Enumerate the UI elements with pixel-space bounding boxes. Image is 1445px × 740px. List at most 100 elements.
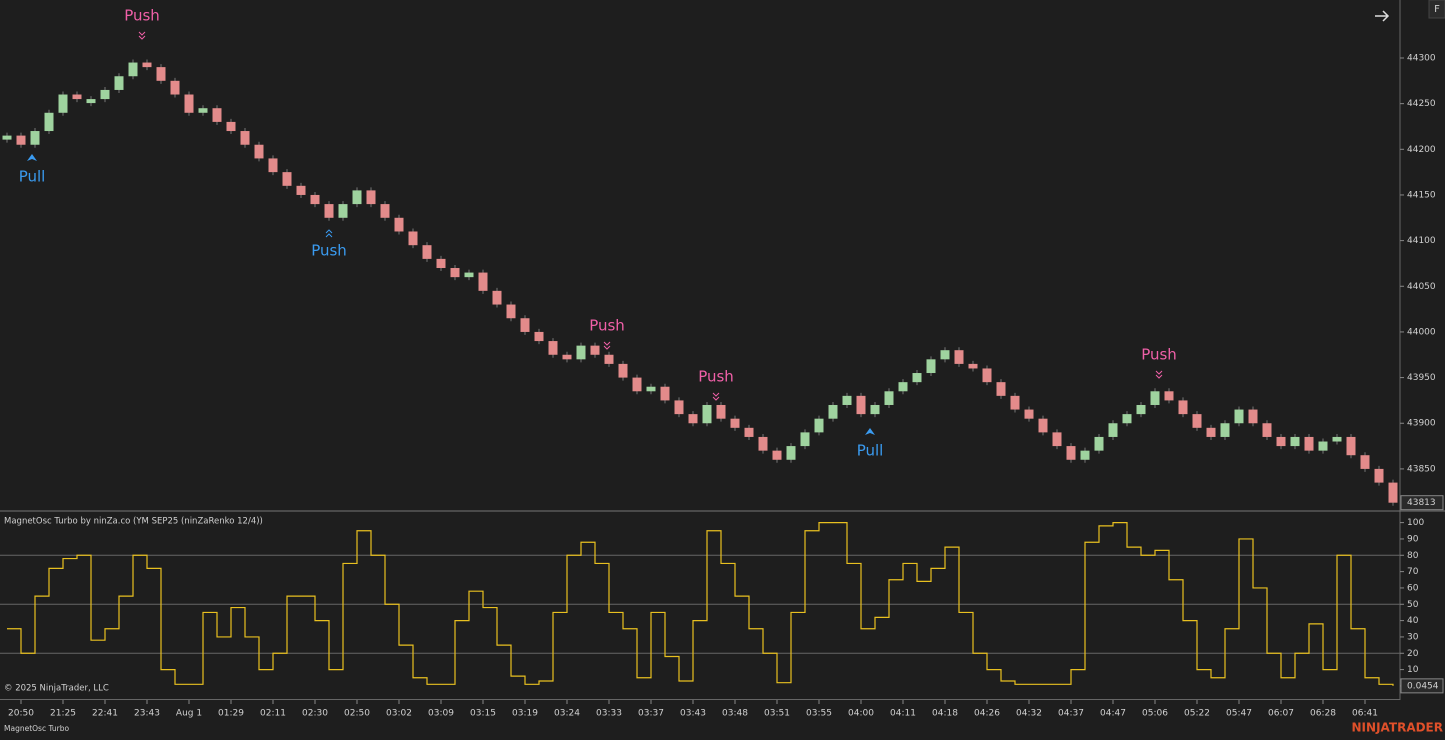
brick bbox=[632, 377, 642, 392]
brick bbox=[758, 436, 768, 451]
brick bbox=[1066, 446, 1076, 460]
annotation-arrow bbox=[865, 428, 875, 435]
brick bbox=[716, 404, 726, 419]
y-tick-label: 90 bbox=[1407, 534, 1419, 544]
brick bbox=[114, 76, 124, 90]
y-tick-label: 10 bbox=[1407, 665, 1419, 675]
copyright: © 2025 NinjaTrader, LLC bbox=[4, 684, 109, 694]
brick bbox=[1136, 404, 1146, 415]
x-tick-label: 04:47 bbox=[1100, 709, 1126, 719]
x-tick-label: 03:55 bbox=[806, 709, 832, 719]
x-tick-label: 06:28 bbox=[1310, 709, 1336, 719]
y-tick-label: 44200 bbox=[1407, 145, 1436, 155]
brick bbox=[870, 404, 880, 415]
x-tick-label: 04:26 bbox=[974, 709, 1000, 719]
y-tick-label: 44150 bbox=[1407, 190, 1436, 200]
brick bbox=[1164, 391, 1174, 401]
brick bbox=[1192, 414, 1202, 428]
brick bbox=[1024, 409, 1034, 419]
brick bbox=[380, 204, 390, 218]
brick bbox=[618, 363, 628, 378]
brick bbox=[16, 135, 26, 145]
y-tick-label: 20 bbox=[1407, 649, 1419, 659]
x-tick-label: 20:50 bbox=[8, 709, 34, 719]
brick bbox=[1332, 436, 1342, 442]
x-tick-label: 23:43 bbox=[134, 709, 160, 719]
arrow-icon[interactable] bbox=[1375, 10, 1390, 22]
brick bbox=[674, 400, 684, 415]
x-tick-label: 03:37 bbox=[638, 709, 664, 719]
x-tick-label: 03:09 bbox=[428, 709, 454, 719]
y-tick-label: 43900 bbox=[1407, 419, 1436, 429]
annotation: Pull bbox=[19, 168, 46, 186]
brick bbox=[310, 194, 320, 205]
x-tick-label: 02:11 bbox=[260, 709, 286, 719]
brick bbox=[1178, 400, 1188, 415]
brick bbox=[1094, 436, 1104, 451]
brick bbox=[450, 268, 460, 278]
y-tick-label: 80 bbox=[1407, 551, 1419, 561]
brick bbox=[940, 350, 950, 360]
brick bbox=[30, 131, 40, 145]
brick bbox=[184, 94, 194, 113]
brick bbox=[898, 382, 908, 392]
brick bbox=[548, 341, 558, 355]
corner-button[interactable] bbox=[1428, 0, 1445, 19]
x-tick-label: 04:32 bbox=[1016, 709, 1042, 719]
brick bbox=[464, 272, 474, 278]
brick bbox=[884, 391, 894, 405]
brick bbox=[1318, 441, 1328, 451]
y-tick-label: 43850 bbox=[1407, 464, 1436, 474]
annotation: Push bbox=[1141, 346, 1177, 364]
annotation-arrow bbox=[712, 392, 720, 401]
annotation-arrow bbox=[603, 341, 611, 350]
brick bbox=[268, 158, 278, 173]
brick bbox=[1220, 423, 1230, 437]
x-tick-label: 03:02 bbox=[386, 709, 412, 719]
annotation: Push bbox=[589, 317, 625, 335]
brick bbox=[492, 290, 502, 305]
y-tick-label: 30 bbox=[1407, 632, 1419, 642]
annotation-arrow bbox=[138, 31, 146, 40]
brick bbox=[1304, 436, 1314, 451]
value-label: 0.0454 bbox=[1407, 681, 1439, 691]
brick bbox=[590, 345, 600, 355]
brick bbox=[86, 99, 96, 104]
y-tick-label: 40 bbox=[1407, 616, 1419, 626]
brick bbox=[100, 89, 110, 100]
brick bbox=[44, 112, 54, 132]
x-tick-label: 22:41 bbox=[92, 709, 118, 719]
x-tick-label: 21:25 bbox=[50, 709, 76, 719]
x-tick-label: 03:24 bbox=[554, 709, 580, 719]
brick bbox=[520, 318, 530, 332]
y-tick-label: 70 bbox=[1407, 567, 1419, 577]
x-tick-label: 06:41 bbox=[1352, 709, 1378, 719]
brick bbox=[1108, 423, 1118, 437]
brick bbox=[1010, 395, 1020, 410]
x-tick-label: 06:07 bbox=[1268, 709, 1294, 719]
annotation: Push bbox=[698, 368, 734, 386]
footer-label: MagnetOsc Turbo bbox=[4, 724, 69, 733]
brick bbox=[772, 450, 782, 460]
x-tick-label: 03:51 bbox=[764, 709, 790, 719]
brick bbox=[1346, 436, 1356, 456]
brick bbox=[842, 395, 852, 405]
brick bbox=[338, 204, 348, 218]
brick bbox=[408, 231, 418, 246]
y-tick-label: 60 bbox=[1407, 583, 1419, 593]
y-tick-label: 44100 bbox=[1407, 236, 1436, 246]
brick bbox=[198, 108, 208, 113]
value-label-box bbox=[1400, 678, 1444, 694]
brick bbox=[982, 368, 992, 383]
brick bbox=[394, 217, 404, 232]
brick bbox=[436, 258, 446, 269]
oscillator-line bbox=[7, 522, 1394, 686]
x-tick-label: 03:15 bbox=[470, 709, 496, 719]
brick bbox=[156, 67, 166, 81]
brick bbox=[688, 414, 698, 424]
brick bbox=[1206, 427, 1216, 437]
brick bbox=[324, 204, 334, 218]
brick bbox=[296, 185, 306, 195]
brick bbox=[576, 345, 586, 360]
x-tick-label: 05:06 bbox=[1142, 709, 1168, 719]
